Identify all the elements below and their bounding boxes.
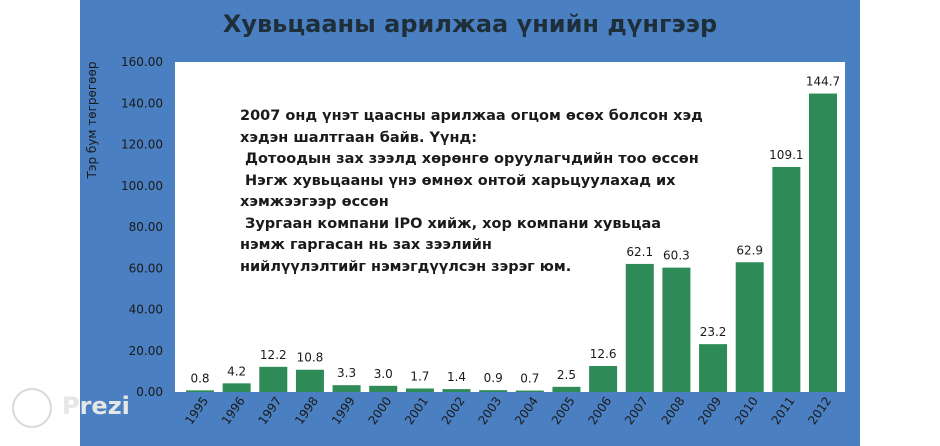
data-label-2009: 23.2: [700, 325, 727, 339]
annotation-line: 2007 онд үнэт цаасны арилжаа огцом өсөх …: [240, 108, 703, 124]
bar-2003: [479, 390, 508, 392]
data-label-2010: 62.9: [736, 243, 763, 257]
x-tick-label-1998: 1998: [292, 394, 321, 427]
y-tick-label: 0.00: [136, 385, 163, 399]
x-tick-label-2003: 2003: [475, 394, 504, 427]
y-tick-label: 100.00: [121, 179, 163, 193]
bar-1999: [332, 385, 361, 392]
x-tick-label-2002: 2002: [439, 394, 468, 427]
x-axis-ticks: 1995 1996 1997 1998 1999 2000 2001 2002 2003 2004…: [182, 394, 834, 427]
annotation-line: Дотоодын зах зээлд хөрөнгө оруулагчдийн …: [240, 151, 699, 167]
data-label-2011: 109.1: [769, 148, 803, 162]
bars: [186, 93, 837, 393]
bar-1997: [259, 366, 288, 392]
data-label-1998: 10.8: [297, 351, 324, 365]
annotation-line: хэдэн шалтгаан байв. Үүнд:: [240, 129, 478, 146]
x-tick-label-2001: 2001: [402, 394, 431, 427]
annotation-line: Нэгж хувьцааны үнэ өмнөх онтой харьцуула…: [240, 172, 676, 189]
bar-2007: [625, 263, 654, 392]
y-tick-label: 60.00: [129, 261, 163, 275]
data-label-2005: 2.5: [557, 368, 576, 382]
x-tick-label-2006: 2006: [585, 394, 614, 427]
bar-2010: [735, 262, 764, 392]
y-axis-label: Тэр бум төгрөгөөр: [85, 62, 99, 180]
data-label-2008: 60.3: [663, 249, 690, 263]
x-tick-label-2000: 2000: [365, 394, 394, 427]
bar-1998: [295, 369, 324, 392]
bar-2006: [589, 366, 618, 392]
bar-2011: [772, 166, 801, 392]
bar-1995: [186, 390, 214, 392]
y-tick-label: 140.00: [121, 96, 163, 110]
x-tick-label-1999: 1999: [329, 394, 358, 427]
annotation-line: Зургаан компани IPO хийж, хор компани ху…: [240, 215, 662, 232]
bar-2009: [699, 344, 728, 392]
prezi-logo-icon: Prezi: [12, 388, 132, 432]
data-label-2000: 3.0: [374, 367, 393, 381]
bar-2012: [809, 93, 837, 393]
bar-1996: [222, 383, 251, 392]
x-tick-label-2005: 2005: [549, 394, 578, 427]
x-tick-label-2012: 2012: [805, 394, 834, 427]
bar-2001: [405, 388, 434, 392]
bar-2005: [552, 386, 581, 392]
data-label-2003: 0.9: [484, 371, 503, 385]
annotation-text-box: 2007 онд үнэт цаасны арилжаа огцом өсөх …: [240, 106, 703, 278]
annotation-line: нийлүүлэлтийг нэмэгдүүлсэн зэрэг юм.: [240, 258, 572, 275]
prezi-circle-icon: [12, 388, 52, 428]
y-tick-label: 80.00: [129, 220, 163, 234]
x-tick-label-1996: 1996: [219, 394, 248, 427]
annotation-line: нэмж гаргасан нь зах зээлийн: [240, 237, 492, 253]
data-labels: 0.8 4.2 12.2 10.8 3.3 3.0 1.7 1.4 0.9 0.7 2.5 12.6 6…: [190, 75, 840, 386]
y-axis-ticks: 0.00 20.00 40.00 60.00 80.00 100.00 120.00 140.…: [121, 55, 163, 399]
data-label-2001: 1.7: [410, 369, 429, 383]
data-label-1996: 4.2: [227, 364, 246, 378]
bar-2002: [442, 389, 471, 392]
data-label-2004: 0.7: [520, 372, 539, 386]
annotation-line: хэмжээгээр өссөн: [240, 194, 389, 210]
chart-title: Хувьцааны арилжаа үнийн дүнгээр: [222, 10, 718, 38]
x-tick-label-2009: 2009: [695, 394, 724, 427]
x-tick-label-2004: 2004: [512, 394, 541, 427]
x-tick-label-1995: 1995: [182, 394, 211, 427]
x-tick-label-2011: 2011: [769, 394, 798, 427]
data-label-2007: 62.1: [626, 245, 653, 259]
x-tick-label-2010: 2010: [732, 394, 761, 427]
x-tick-label-2007: 2007: [622, 394, 651, 427]
data-label-1995: 0.8: [190, 371, 209, 385]
prezi-logo-text: Prezi: [62, 392, 130, 420]
x-tick-label-2008: 2008: [659, 394, 688, 427]
bar-2004: [515, 390, 544, 392]
bar-2000: [369, 385, 398, 392]
data-label-1999: 3.3: [337, 366, 356, 380]
x-tick-label-1997: 1997: [256, 394, 285, 427]
y-tick-label: 120.00: [121, 138, 163, 152]
y-tick-label: 160.00: [121, 55, 163, 69]
data-label-2012: 144.7: [806, 75, 840, 89]
bar-2008: [662, 267, 691, 392]
plot-area: [175, 62, 845, 392]
y-tick-label: 40.00: [129, 303, 163, 317]
y-tick-label: 20.00: [129, 344, 163, 358]
data-label-2002: 1.4: [447, 370, 466, 384]
data-label-1997: 12.2: [260, 348, 287, 362]
data-label-2006: 12.6: [590, 347, 617, 361]
